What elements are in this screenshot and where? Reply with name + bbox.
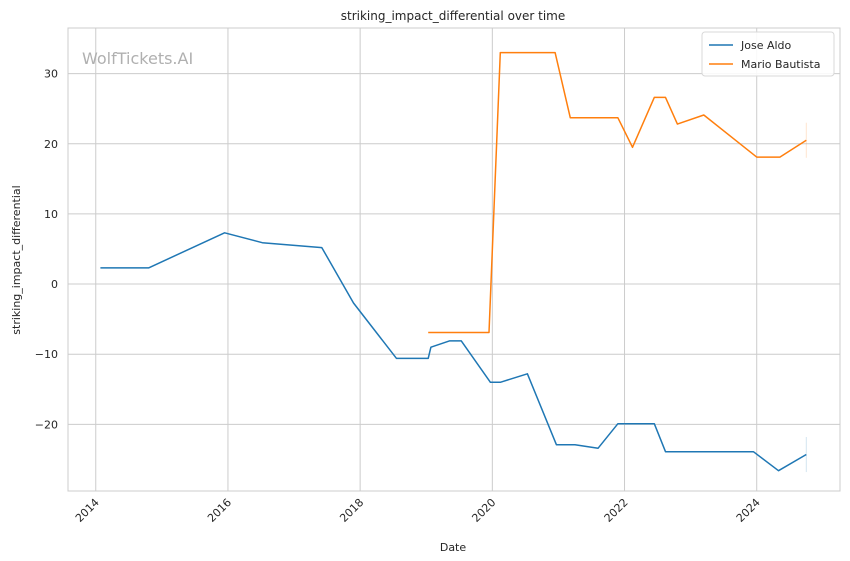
grid xyxy=(68,28,840,491)
legend-box xyxy=(701,31,835,77)
x-axis-label: Date xyxy=(440,541,467,554)
plot-frame xyxy=(67,27,841,492)
legend: Jose Aldo Mario Bautista xyxy=(701,31,835,77)
chart-title: striking_impact_differential over time xyxy=(341,9,566,23)
y-axis-label: striking_impact_differential xyxy=(10,185,23,334)
x-tick-label: 2018 xyxy=(337,496,366,525)
series-line-mario-bautista xyxy=(428,51,807,334)
legend-label-jose-aldo: Jose Aldo xyxy=(740,39,792,52)
x-tick-label: 2014 xyxy=(73,496,102,525)
x-tick-label: 2024 xyxy=(734,496,763,525)
x-tick-label: 2016 xyxy=(205,496,234,525)
x-tick-label: 2020 xyxy=(469,496,498,525)
y-tick-label: 20 xyxy=(44,138,58,151)
y-tick-label: −10 xyxy=(35,348,58,361)
legend-label-mario-bautista: Mario Bautista xyxy=(741,58,820,71)
y-tick-label: 30 xyxy=(44,68,58,81)
watermark: WolfTickets.AI xyxy=(82,49,193,68)
series-line-jose-aldo xyxy=(100,232,807,472)
series-layer xyxy=(100,51,807,473)
y-tick-label: 0 xyxy=(51,278,58,291)
y-tick-label: −20 xyxy=(35,418,58,431)
tick-labels: 2014 2016 2018 2020 2022 2024 −20 −10 0 10 20 30 xyxy=(35,68,763,525)
x-tick-label: 2022 xyxy=(602,496,631,525)
y-tick-label: 10 xyxy=(44,208,58,221)
